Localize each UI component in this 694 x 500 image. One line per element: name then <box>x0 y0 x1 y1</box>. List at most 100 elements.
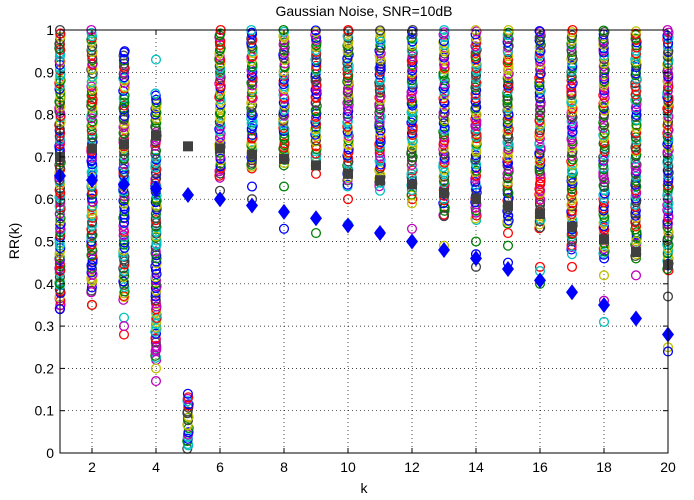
circle-marker-k4-97 <box>150 109 161 120</box>
circle-marker-k1-105 <box>54 38 65 49</box>
diamond-point-11 <box>406 233 418 250</box>
circle-marker-k3-35 <box>119 206 130 217</box>
circle-marker-k17-29 <box>566 172 577 183</box>
circle-marker-k16-13 <box>534 189 545 200</box>
circle-marker-k18-43 <box>599 143 610 155</box>
x-tick-label-9: 20 <box>660 459 676 475</box>
circle-marker-k18-44 <box>599 140 610 152</box>
circle-marker-k10-26 <box>342 116 353 127</box>
circle-marker-k9-22 <box>310 105 321 116</box>
circle-marker-k2-14 <box>87 251 98 262</box>
circle-marker-k3-4 <box>119 286 130 297</box>
circle-marker-k2-81 <box>86 81 97 92</box>
circle-marker-k16-19 <box>535 176 546 187</box>
diamond-point-7 <box>278 203 290 220</box>
circle-marker-k3-77 <box>118 100 130 111</box>
circle-outlier-k4-2 <box>150 363 162 374</box>
circle-outlier-k19-1 <box>630 236 642 247</box>
circle-marker-k14-47 <box>470 96 481 107</box>
circle-marker-k4-15 <box>151 317 162 328</box>
circle-marker-k13-16 <box>439 171 450 182</box>
circle-marker-k15-27 <box>502 151 514 162</box>
circle-marker-k15-48 <box>502 99 513 110</box>
circle-marker-k9-29 <box>311 85 322 97</box>
circle-marker-k17-55 <box>567 106 578 117</box>
diamond-point-9 <box>342 217 354 234</box>
circle-marker-k7-49 <box>246 41 257 52</box>
circle-marker-k15-1 <box>502 216 513 227</box>
circle-marker-k10-32 <box>343 99 354 111</box>
y-tick-label-7: 0.7 <box>35 149 55 165</box>
circle-marker-k10-42 <box>342 76 353 87</box>
circle-marker-k1-84 <box>55 91 66 102</box>
circle-marker-k2-29 <box>87 212 98 223</box>
circle-marker-k4-43 <box>150 246 161 257</box>
circle-outlier-k15-1 <box>502 240 514 251</box>
circle-marker-k19-66 <box>631 85 642 96</box>
circle-marker-k17-48 <box>566 122 577 133</box>
circle-marker-k4-40 <box>151 253 162 264</box>
circle-marker-k4-103 <box>151 94 162 105</box>
y-tick-label-5: 0.5 <box>35 234 55 250</box>
circle-outlier-k16-1 <box>534 261 546 272</box>
circle-marker-k3-54 <box>118 158 129 170</box>
circle-marker-k8-9 <box>279 138 290 149</box>
circle-marker-k16-2 <box>534 219 545 230</box>
y-tick-label-0: 0 <box>46 445 54 461</box>
circle-outlier-k19-0 <box>630 270 642 281</box>
circle-outlier-k7-1 <box>246 181 258 192</box>
circle-outlier-k8-1 <box>278 181 290 192</box>
circle-marker-k14-55 <box>470 76 482 88</box>
circle-marker-k16-78 <box>534 26 545 37</box>
circle-marker-k20-92 <box>663 32 674 43</box>
circle-marker-k18-15 <box>599 216 610 227</box>
circle-outlier-k13-1 <box>438 211 450 222</box>
circle-marker-k13-31 <box>438 132 450 143</box>
circle-marker-k17-53 <box>566 111 577 122</box>
circle-marker-k18-21 <box>598 201 609 212</box>
circle-marker-k10-1 <box>342 179 353 190</box>
circle-marker-k6-42 <box>215 65 226 77</box>
x-tick-label-1: 4 <box>152 459 160 475</box>
circle-marker-k15-14 <box>502 185 513 196</box>
circle-marker-k6-52 <box>215 39 226 51</box>
circle-marker-k3-73 <box>119 110 130 122</box>
circle-marker-k4-98 <box>151 107 162 118</box>
circle-marker-k12-47 <box>406 75 417 86</box>
circle-marker-k4-24 <box>150 294 161 306</box>
circle-marker-k20-64 <box>662 103 673 114</box>
circle-outlier-k11-0 <box>374 185 386 196</box>
circle-marker-k4-9 <box>150 333 161 344</box>
circle-outlier-k14-2 <box>470 236 482 247</box>
circle-marker-k18-27 <box>599 185 610 196</box>
circle-marker-k15-71 <box>503 40 514 52</box>
circle-marker-k15-57 <box>503 76 514 87</box>
circle-outlier-k18-2 <box>598 270 610 281</box>
diamond-point-17 <box>598 296 610 313</box>
circle-marker-k5-22 <box>182 388 193 399</box>
square-point-1 <box>87 143 97 154</box>
diamond-point-16 <box>566 284 578 301</box>
circle-marker-k13-27 <box>438 143 449 154</box>
circle-marker-k15-2 <box>503 215 514 226</box>
circle-marker-k17-74 <box>566 58 578 69</box>
square-point-3 <box>151 130 161 141</box>
circle-marker-k19-53 <box>631 119 642 130</box>
circle-marker-k13-35 <box>439 122 450 133</box>
circle-outlier-k8-0 <box>278 223 290 234</box>
circle-marker-k2-25 <box>86 224 97 235</box>
circle-marker-k4-80 <box>151 152 162 163</box>
x-tick-label-5: 12 <box>404 459 420 475</box>
circle-marker-k18-46 <box>599 137 610 148</box>
circle-marker-k14-40 <box>470 114 481 125</box>
circle-marker-k11-26 <box>374 116 385 127</box>
circle-marker-k18-87 <box>598 33 609 44</box>
x-tick-label-0: 2 <box>88 459 96 475</box>
circle-marker-k18-26 <box>599 188 610 199</box>
diamond-point-10 <box>374 225 386 242</box>
circle-marker-k3-37 <box>119 201 130 212</box>
square-point-8 <box>311 160 321 171</box>
circle-marker-k2-34 <box>87 200 98 211</box>
circle-marker-k10-58 <box>343 36 354 47</box>
